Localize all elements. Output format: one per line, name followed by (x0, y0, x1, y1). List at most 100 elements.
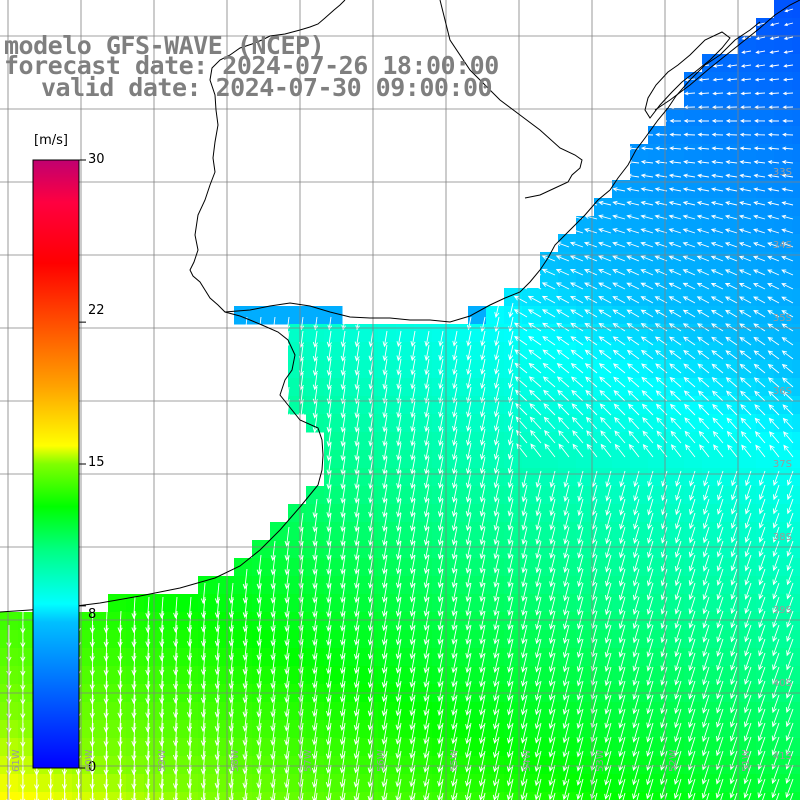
wind-speed-cell (234, 702, 253, 721)
wind-arrow (711, 173, 724, 178)
wind-arrow (650, 792, 654, 800)
wind-arrow (451, 512, 458, 532)
wind-arrow (466, 372, 472, 390)
wind-arrow (145, 652, 151, 676)
wind-arrow (549, 512, 556, 531)
wind-arrow (521, 540, 528, 560)
wind-speed-cell (720, 216, 739, 235)
wind-arrow (89, 680, 95, 705)
wind-arrow (507, 638, 514, 659)
wind-speed-cell (522, 324, 541, 343)
wind-speed-cell (792, 306, 800, 325)
wind-arrow (584, 349, 598, 360)
wind-speed-cell (756, 360, 775, 379)
lat-label: 35S (772, 313, 792, 324)
wind-speed-cell (702, 108, 721, 127)
wind-speed-cell (378, 432, 397, 451)
wind-speed-cell (756, 486, 775, 505)
wind-arrow (562, 624, 570, 644)
wind-arrow (758, 666, 766, 685)
wind-speed-cell (720, 666, 739, 685)
wind-arrow (382, 414, 388, 433)
wind-arrow (451, 708, 458, 731)
wind-arrow (117, 610, 123, 634)
wind-arrow (103, 694, 109, 719)
wind-speed-cell (576, 252, 595, 271)
wind-arrow (36, 792, 38, 800)
wind-speed-cell (558, 288, 577, 307)
wind-speed-cell (594, 504, 613, 523)
wind-arrow (520, 764, 528, 787)
wind-arrow (772, 540, 780, 558)
wind-arrow (106, 792, 108, 800)
wind-arrow (688, 708, 696, 729)
wind-arrow (368, 596, 374, 618)
wind-speed-cell (360, 414, 379, 433)
wind-speed-cell (612, 612, 631, 631)
wind-arrow (632, 750, 640, 772)
wind-arrow (340, 442, 346, 462)
wind-speed-cell (594, 774, 613, 793)
wind-arrow (494, 400, 500, 418)
wind-arrow (493, 652, 500, 673)
wind-arrow (22, 792, 24, 800)
wind-arrow (368, 344, 374, 362)
wind-speed-cell (756, 54, 775, 73)
wind-arrow (698, 77, 710, 82)
wind-arrow (395, 610, 402, 632)
wind-speed-cell (702, 360, 721, 379)
wind-speed-cell (630, 234, 649, 253)
wind-arrow (312, 708, 318, 732)
wind-arrow (145, 722, 151, 747)
wind-speed-cell (684, 414, 703, 433)
wind-speed-cell (342, 414, 361, 433)
wind-arrow (354, 442, 360, 462)
wind-arrow (640, 187, 654, 192)
wind-speed-cell (180, 666, 199, 685)
wind-arrow (494, 372, 500, 389)
wind-arrow (725, 173, 738, 178)
wind-speed-cell (360, 666, 379, 685)
wind-arrow (646, 666, 654, 686)
wind-arrow (552, 792, 556, 800)
wind-speed-cell (288, 522, 307, 541)
wind-arrow (395, 736, 402, 759)
wind-arrow (312, 736, 318, 760)
wind-arrow (724, 242, 738, 248)
wind-arrow (739, 173, 752, 178)
wind-arrow (339, 750, 346, 774)
wind-speed-cell (648, 576, 667, 595)
wind-speed-cell (792, 162, 800, 181)
wind-arrow (712, 77, 724, 82)
wind-arrow (368, 512, 374, 532)
wind-arrow (613, 390, 626, 402)
lon-label: 59W (157, 749, 168, 772)
wind-arrow (478, 764, 486, 787)
wind-speed-cell (576, 792, 595, 800)
wind-arrow (367, 708, 374, 731)
wind-arrow (312, 722, 318, 746)
wind-arrow (395, 666, 402, 688)
wind-speed-cell (198, 630, 217, 649)
wind-arrow (786, 554, 794, 572)
wind-speed-cell (504, 306, 523, 325)
wind-arrow (326, 512, 332, 533)
wind-arrow (451, 680, 458, 702)
wind-speed-cell (792, 738, 800, 757)
wind-speed-cell (540, 342, 559, 361)
wind-arrow (326, 400, 332, 419)
wind-arrow (483, 792, 486, 800)
wind-arrow (159, 750, 165, 775)
wind-arrow (339, 694, 346, 717)
wind-arrow (451, 638, 458, 660)
wind-arrow (507, 456, 514, 475)
wind-arrow (600, 430, 612, 444)
wind-arrow (339, 764, 346, 788)
wind-arrow (697, 118, 710, 123)
wind-speed-cell (90, 612, 109, 631)
wind-arrow (641, 376, 654, 388)
wind-speed-cell (504, 792, 523, 800)
wind-speed-cell (666, 216, 685, 235)
wind-speed-cell (792, 72, 800, 91)
wind-arrow (702, 694, 710, 714)
